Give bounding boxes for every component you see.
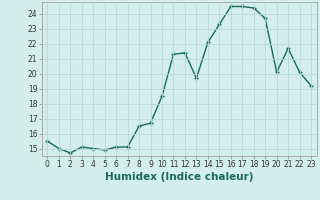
X-axis label: Humidex (Indice chaleur): Humidex (Indice chaleur) [105, 172, 253, 182]
